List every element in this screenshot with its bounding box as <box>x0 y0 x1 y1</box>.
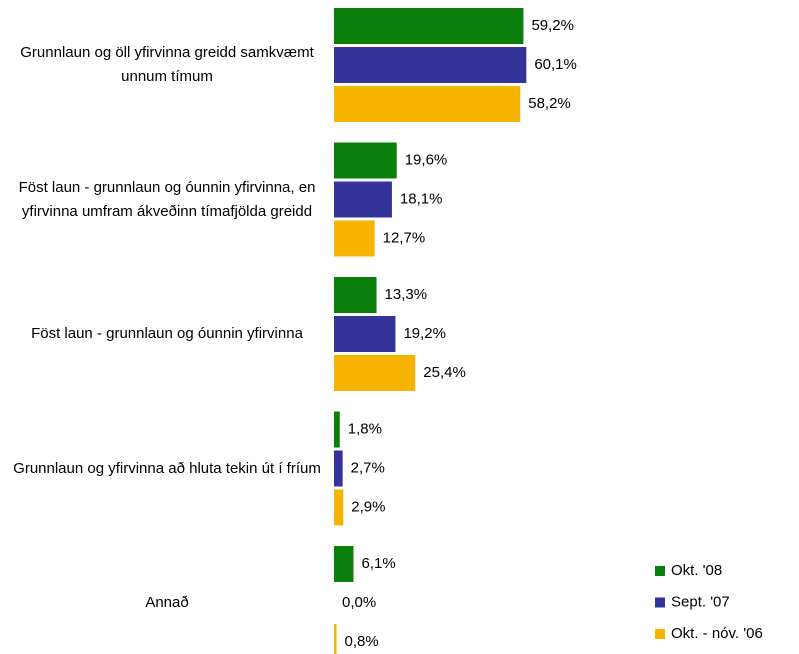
value-label: 6,1% <box>362 555 396 572</box>
bar <box>334 316 396 352</box>
value-label: 59,2% <box>531 17 574 34</box>
bar <box>334 8 524 44</box>
category-label: Föst laun - grunnlaun og óunnin yfirvinn… <box>31 325 303 342</box>
value-label: 0,8% <box>345 633 379 650</box>
legend-label: Okt. - nóv. '06 <box>671 625 763 642</box>
bar <box>334 355 416 391</box>
bar <box>334 411 340 448</box>
value-label: 25,4% <box>423 364 466 381</box>
value-label: 0,0% <box>342 594 376 611</box>
category-label-box: Föst laun - grunnlaun og óunnin yfirvinn… <box>31 325 303 342</box>
value-label: 13,3% <box>385 286 428 303</box>
bar <box>334 142 397 179</box>
legend-swatch <box>655 597 665 608</box>
bar <box>334 47 527 83</box>
value-label: 2,9% <box>351 498 385 515</box>
category-label: Annað <box>145 594 189 611</box>
category-label-box: Annað <box>145 594 189 611</box>
bar <box>334 86 521 122</box>
value-label: 2,7% <box>351 459 385 476</box>
legend-swatch <box>655 629 665 639</box>
bar <box>334 220 375 257</box>
category-label-box: Grunnlaun og yfirvinna að hluta tekin út… <box>13 459 321 477</box>
legend-label: Sept. '07 <box>671 593 730 610</box>
category-label-box: Grunnlaun og öll yfirvinna greidd samkvæ… <box>20 44 314 85</box>
bar <box>334 624 337 654</box>
bar <box>334 277 377 313</box>
bar <box>334 450 343 487</box>
legend-label: Okt. '08 <box>671 562 722 579</box>
value-label: 1,8% <box>348 420 382 437</box>
value-label: 19,6% <box>405 151 448 168</box>
value-label: 19,2% <box>403 325 446 342</box>
legend-swatch <box>655 566 665 576</box>
category-label: Föst laun - grunnlaun og óunnin yfirvinn… <box>18 178 316 220</box>
category-label: Grunnlaun og yfirvinna að hluta tekin út… <box>13 459 321 477</box>
value-label: 12,7% <box>383 229 426 246</box>
value-label: 58,2% <box>528 95 571 112</box>
value-label: 60,1% <box>534 56 577 73</box>
category-label: Grunnlaun og öll yfirvinna greidd samkvæ… <box>20 44 314 85</box>
bar <box>334 181 392 218</box>
value-label: 18,1% <box>400 190 443 207</box>
category-label-box: Föst laun - grunnlaun og óunnin yfirvinn… <box>18 178 316 220</box>
bar <box>334 546 354 582</box>
bar <box>334 489 344 526</box>
